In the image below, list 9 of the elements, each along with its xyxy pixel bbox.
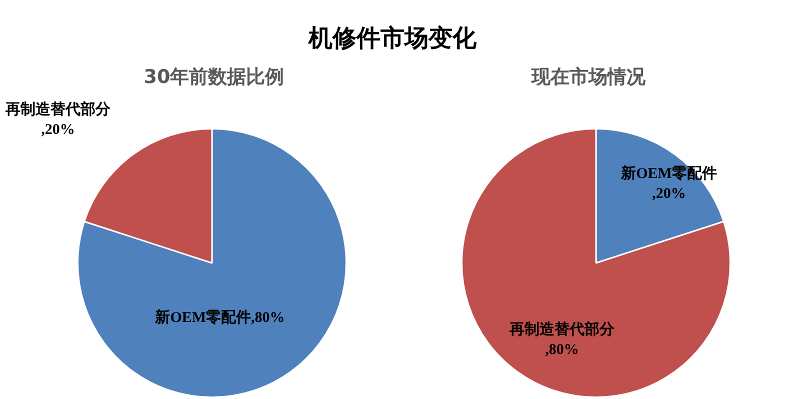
chart-subtitle: 现在市场情况 <box>530 65 646 90</box>
chart-title: 机修件市场变化 <box>307 24 478 54</box>
data-label: ,20% <box>41 122 75 138</box>
data-label: ,80% <box>545 342 579 358</box>
data-label: ,20% <box>652 186 686 202</box>
slice-label: 再制造替代部分 <box>508 320 616 338</box>
chart-subtitle: 30年前数据比例 <box>142 65 286 90</box>
slice-label: 新OEM零配件,80% <box>154 308 285 326</box>
slice-label: 再制造替代部分 <box>4 100 112 118</box>
